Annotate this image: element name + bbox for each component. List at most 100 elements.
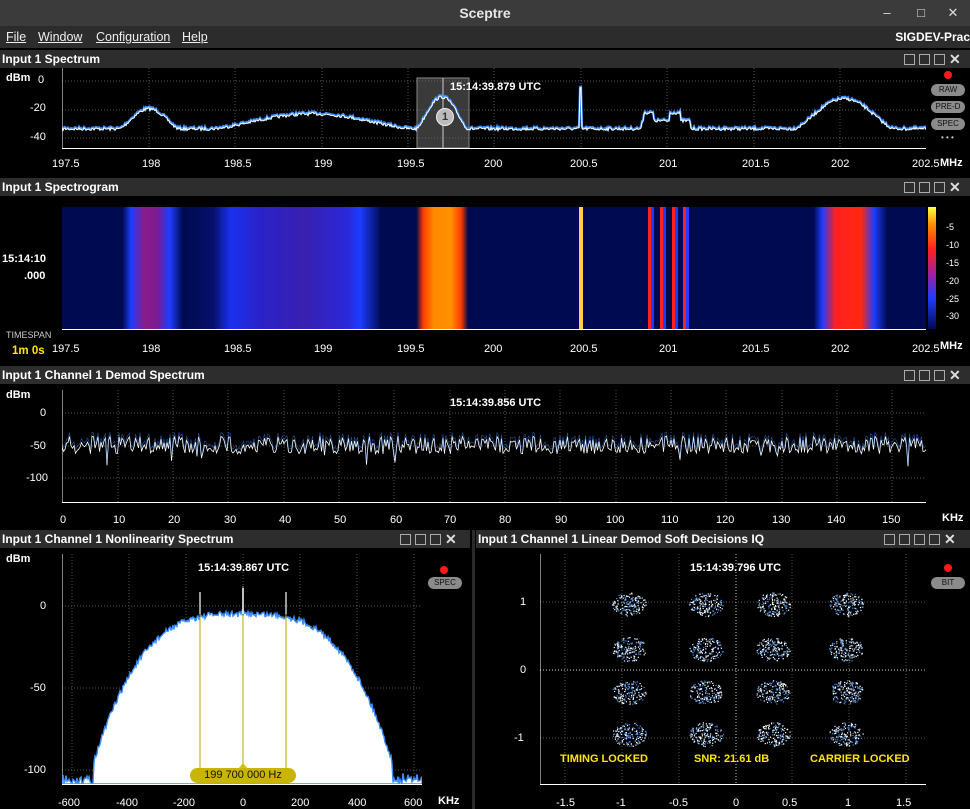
- restore-icon[interactable]: [430, 533, 441, 545]
- demod-spectrum-plot[interactable]: [62, 390, 926, 502]
- minimize-icon[interactable]: –: [883, 5, 891, 20]
- iq-symbol-point: [767, 657, 769, 659]
- iq-symbol-point: [619, 682, 621, 684]
- spectrogram-image[interactable]: [62, 207, 926, 329]
- iq-symbol-point: [698, 699, 700, 701]
- iq-symbol-point: [760, 738, 762, 740]
- timespan-value[interactable]: 1m 0s: [12, 345, 45, 357]
- iq-symbol-point: [775, 724, 777, 726]
- nonlin-spec-button[interactable]: SPEC: [428, 577, 462, 589]
- iq-symbol-point: [785, 601, 787, 603]
- iq-symbol-point: [860, 645, 862, 647]
- iq-symbol-point: [702, 724, 704, 726]
- iq-symbol-point: [830, 604, 832, 606]
- iq-symbol-point: [860, 691, 862, 693]
- clear-icon[interactable]: [884, 533, 895, 545]
- iq-symbol-point: [711, 745, 713, 747]
- expand-icon[interactable]: [904, 53, 915, 65]
- maximize-icon[interactable]: □: [917, 5, 925, 20]
- iq-symbol-point: [621, 652, 624, 654]
- iq-symbol-point: [782, 701, 785, 703]
- panel-divider[interactable]: [472, 530, 475, 809]
- pre-d-button[interactable]: PRE-D: [931, 101, 965, 113]
- iq-symbol-point: [788, 737, 790, 739]
- restore-icon[interactable]: [929, 533, 940, 545]
- iq-symbol-point: [626, 606, 628, 608]
- restore-icon[interactable]: [934, 181, 945, 193]
- iq-symbol-point: [626, 736, 628, 738]
- iq-symbol-point: [762, 732, 764, 734]
- panel-close-icon[interactable]: ✕: [944, 530, 956, 547]
- spectrum-plot[interactable]: [62, 68, 926, 148]
- iq-symbol-point: [706, 655, 708, 657]
- iq-symbol-point: [697, 724, 699, 726]
- iq-symbol-point: [698, 695, 700, 697]
- iq-symbol-point: [855, 737, 857, 739]
- iq-symbol-point: [616, 609, 618, 611]
- frequency-badge[interactable]: 199 700 000 Hz: [190, 768, 296, 783]
- iq-symbol-point: [712, 738, 714, 740]
- iq-symbol-point: [633, 681, 635, 683]
- iq-symbol-point: [780, 728, 782, 730]
- spec-button[interactable]: SPEC: [931, 118, 965, 130]
- detach-icon[interactable]: [919, 181, 930, 193]
- bit-button[interactable]: BIT: [931, 577, 965, 589]
- iq-symbol-point: [635, 642, 637, 644]
- panel-close-icon[interactable]: ✕: [949, 50, 961, 67]
- nonlin-spectrum-plot[interactable]: [62, 554, 422, 784]
- spectrum-y-tick: -40: [30, 131, 46, 143]
- iq-symbol-point: [845, 701, 847, 703]
- iq-symbol-point: [699, 684, 701, 686]
- iq-symbol-point: [699, 642, 701, 644]
- more-icon[interactable]: • • •: [941, 133, 954, 142]
- iq-symbol-point: [829, 731, 831, 733]
- menu-configuration[interactable]: Configuration: [96, 30, 171, 44]
- iq-symbol-point: [644, 734, 646, 736]
- iq-constellation-plot[interactable]: [540, 554, 926, 784]
- raw-button[interactable]: RAW: [931, 84, 965, 96]
- iq-symbol-point: [641, 727, 643, 729]
- iq-symbol-point: [624, 684, 626, 686]
- iq-symbol-point: [855, 692, 857, 694]
- menu-help[interactable]: Help: [182, 30, 208, 44]
- iq-symbol-point: [718, 695, 720, 697]
- expand-icon[interactable]: [904, 181, 915, 193]
- panel-close-icon[interactable]: ✕: [949, 178, 961, 195]
- iq-symbol-point: [716, 725, 718, 727]
- iq-symbol-point: [786, 652, 788, 655]
- iq-symbol-point: [783, 687, 785, 689]
- detach-icon[interactable]: [914, 533, 925, 545]
- close-icon[interactable]: ✕: [947, 5, 959, 20]
- expand-icon[interactable]: [904, 369, 915, 381]
- marker-badge[interactable]: 1: [436, 108, 454, 126]
- iq-symbol-point: [835, 731, 837, 733]
- iq-symbol-point: [845, 652, 847, 654]
- iq-symbol-point: [625, 690, 627, 692]
- iq-symbol-point: [718, 698, 720, 700]
- iq-symbol-point: [783, 743, 785, 745]
- iq-symbol-point: [700, 656, 702, 658]
- iq-symbol-point: [770, 615, 772, 617]
- menu-file[interactable]: File: [6, 30, 27, 44]
- iq-symbol-point: [714, 606, 717, 608]
- detach-icon[interactable]: [919, 369, 930, 381]
- iq-symbol-point: [635, 610, 637, 612]
- iq-symbol-point: [777, 741, 779, 743]
- menu-window[interactable]: Window: [38, 30, 83, 44]
- iq-symbol-point: [626, 649, 628, 651]
- iq-symbol-point: [693, 735, 695, 737]
- iq-symbol-point: [837, 648, 840, 650]
- iq-symbol-point: [853, 694, 855, 696]
- expand-icon[interactable]: [899, 533, 910, 545]
- detach-icon[interactable]: [415, 533, 426, 545]
- detach-icon[interactable]: [919, 53, 930, 65]
- iq-symbol-point: [703, 733, 705, 735]
- restore-icon[interactable]: [934, 53, 945, 65]
- panel-close-icon[interactable]: ✕: [445, 530, 457, 547]
- iq-symbol-point: [720, 647, 723, 649]
- restore-icon[interactable]: [934, 369, 945, 381]
- iq-symbol-point: [618, 690, 620, 692]
- expand-icon[interactable]: [400, 533, 411, 545]
- iq-symbol-point: [833, 596, 835, 598]
- panel-close-icon[interactable]: ✕: [949, 366, 961, 383]
